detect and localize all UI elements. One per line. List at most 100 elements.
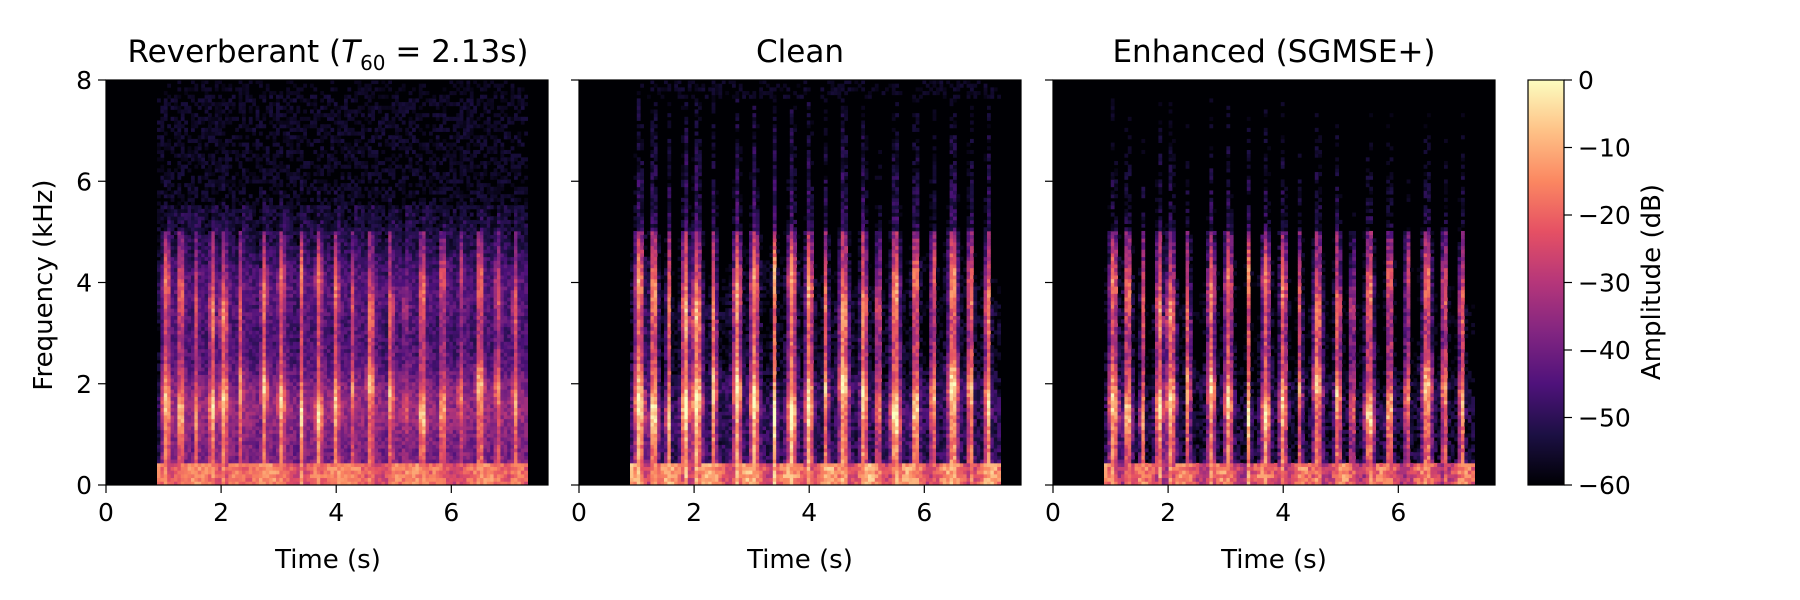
spectrogram-cell [198,456,202,460]
spectrogram-cell [249,128,253,132]
spectrogram-cell [232,349,236,353]
spectrogram-cell [194,327,198,331]
spectrogram-cell [198,235,202,239]
spectrogram-cell [337,246,341,250]
spectrogram-cell [341,330,345,334]
spectrogram-cell [201,474,205,478]
spectrogram-cell [317,168,321,172]
spectrogram-cell [167,389,171,393]
spectrogram-cell [266,430,270,434]
spectrogram-cell [276,389,280,393]
spectrogram-cell [201,327,205,331]
spectrogram-cell [242,242,246,246]
spectrogram-cell [174,445,178,449]
spectrogram-cell [256,334,260,338]
spectrogram-cell [256,349,260,353]
spectrogram-cell [337,121,341,125]
spectrogram-cell [208,124,212,128]
spectrogram-cell [259,437,263,441]
spectrogram-cell [286,132,290,136]
spectrogram-cell [252,202,256,206]
spectrogram-cell [211,323,215,327]
spectrogram-cell [334,87,338,91]
spectrogram-cell [330,426,334,430]
spectrogram-cell [317,327,321,331]
spectrogram-cell [208,271,212,275]
spectrogram-cell [259,404,263,408]
spectrogram-cell [334,382,338,386]
spectrogram-cell [310,249,314,253]
spectrogram-cell [252,389,256,393]
spectrogram-cell [249,242,253,246]
spectrogram-cell [252,294,256,298]
spectrogram-cell [262,242,266,246]
spectrogram-cell [327,323,331,327]
spectrogram-cell [160,139,164,143]
spectrogram-cell [245,411,249,415]
spectrogram-cell [164,393,168,397]
spectrogram-cell [262,290,266,294]
spectrogram-cell [235,404,239,408]
spectrogram-cell [167,334,171,338]
spectrogram-cell [171,367,175,371]
spectrogram-cell [313,316,317,320]
spectrogram-cell [222,411,226,415]
spectrogram-cell [164,308,168,312]
spectrogram-cell [208,205,212,209]
spectrogram-cell [337,279,341,283]
spectrogram-cell [184,308,188,312]
spectrogram-cell [266,426,270,430]
spectrogram-cell [279,246,283,250]
spectrogram-cell [245,224,249,228]
spectrogram-cell [177,345,181,349]
spectrogram-cell [191,235,195,239]
spectrogram-cell [188,415,192,419]
spectrogram-cell [262,286,266,290]
spectrogram-cell [286,249,290,253]
spectrogram-cell [164,426,168,430]
spectrogram-cell [283,419,287,423]
spectrogram-cell [324,415,328,419]
spectrogram-cell [218,459,222,463]
spectrogram-cell [235,316,239,320]
spectrogram-cell [324,378,328,382]
spectrogram-cell [320,260,324,264]
spectrogram-cell [269,364,273,368]
spectrogram-cell [262,316,266,320]
spectrogram-cell [337,415,341,419]
spectrogram-cell [296,290,300,294]
spectrogram-cell [324,478,328,482]
spectrogram-cell [211,349,215,353]
spectrogram-cell [218,113,222,117]
spectrogram-cell [198,382,202,386]
spectrogram-cell [242,286,246,290]
spectrogram-cell [191,297,195,301]
spectrogram-cell [225,382,229,386]
spectrogram-cell [337,382,341,386]
spectrogram-cell [334,389,338,393]
spectrogram-cell [337,271,341,275]
spectrogram-cell [235,323,239,327]
spectrogram-cell [334,360,338,364]
spectrogram-cell [249,356,253,360]
spectrogram-cell [239,143,243,147]
spectrogram-cell [188,319,192,323]
spectrogram-cell [310,209,314,213]
spectrogram-cell [307,327,311,331]
spectrogram-cell [296,146,300,150]
spectrogram-cell [228,448,232,452]
spectrogram-cell [317,297,321,301]
spectrogram-cell [320,179,324,183]
spectrogram-cell [242,172,246,176]
spectrogram-cell [330,249,334,253]
spectrogram-cell [164,470,168,474]
spectrogram-cell [259,297,263,301]
spectrogram-cell [222,452,226,456]
spectrogram-cell [273,327,277,331]
spectrogram-cell [307,470,311,474]
spectrogram-cell [211,308,215,312]
spectrogram-cell [225,386,229,390]
spectrogram-cell [167,422,171,426]
spectrogram-cell [317,165,321,169]
spectrogram-cell [160,316,164,320]
